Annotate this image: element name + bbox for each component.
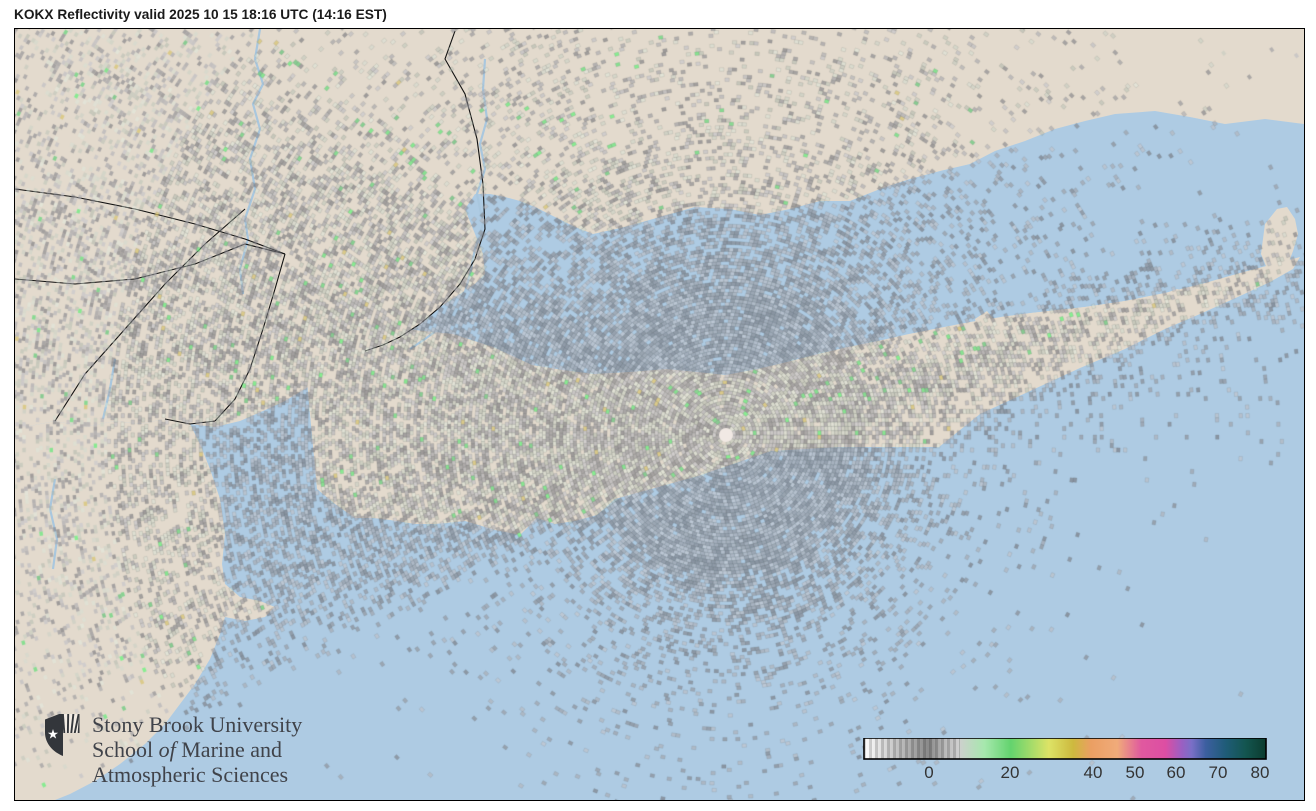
- svg-text:60: 60: [1167, 763, 1186, 782]
- svg-text:50: 50: [1126, 763, 1145, 782]
- svg-text:20: 20: [1001, 763, 1020, 782]
- svg-text:70: 70: [1209, 763, 1228, 782]
- svg-text:40: 40: [1084, 763, 1103, 782]
- svg-text:0: 0: [924, 763, 933, 782]
- svg-text:80: 80: [1251, 763, 1270, 782]
